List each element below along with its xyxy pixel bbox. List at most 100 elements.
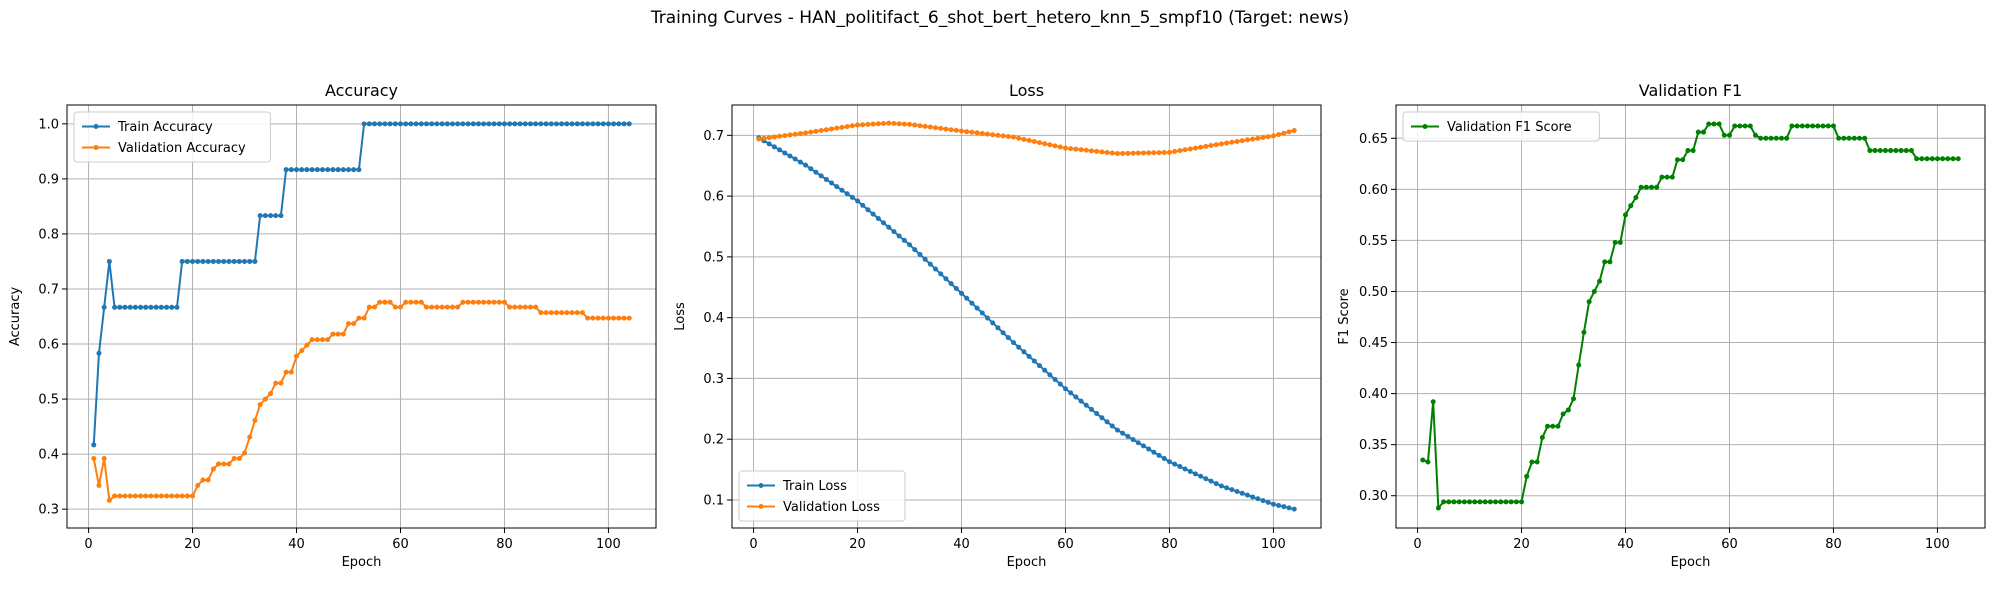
- data-point-validation-accuracy: [574, 310, 580, 316]
- data-point-train-loss: [1151, 449, 1157, 455]
- data-point-validation-accuracy: [169, 493, 175, 499]
- y-tick-label: 0.30: [1359, 489, 1388, 504]
- data-point-validation-loss: [1120, 150, 1126, 156]
- data-point-train-accuracy: [153, 304, 159, 310]
- data-point-validation-accuracy: [101, 456, 107, 462]
- legend: Train Loss Validation Loss: [738, 470, 906, 522]
- data-point-validation-f1-score: [1576, 362, 1582, 368]
- data-point-train-loss: [1218, 483, 1224, 489]
- data-point-validation-accuracy: [548, 310, 554, 316]
- data-point-train-loss: [1172, 461, 1178, 467]
- data-point-train-loss: [1068, 390, 1074, 396]
- data-point-validation-f1-score: [1498, 499, 1504, 505]
- data-point-train-accuracy: [460, 121, 466, 127]
- data-point-validation-f1-score: [1503, 499, 1509, 505]
- y-tick-label: 0.5: [38, 393, 59, 408]
- data-point-train-loss: [813, 169, 819, 175]
- data-point-train-loss: [792, 156, 798, 162]
- data-point-validation-loss: [1130, 150, 1136, 156]
- data-point-validation-loss: [990, 132, 996, 138]
- data-point-train-loss: [943, 276, 949, 282]
- x-tick-label: 60: [1721, 537, 1738, 552]
- data-point-train-accuracy: [299, 167, 305, 173]
- data-point-validation-loss: [1052, 143, 1058, 149]
- figure-title: Training Curves - HAN_politifact_6_shot_…: [650, 8, 1350, 28]
- data-point-train-loss: [1125, 433, 1131, 439]
- data-point-validation-f1-score: [1882, 148, 1888, 154]
- axes-frame: [731, 104, 1322, 529]
- data-point-validation-f1-score: [1784, 135, 1790, 141]
- data-point-validation-loss: [1011, 134, 1016, 140]
- data-point-train-loss: [1229, 487, 1235, 493]
- data-point-validation-accuracy: [257, 402, 263, 408]
- data-point-validation-f1-score: [1524, 473, 1530, 479]
- data-point-validation-f1-score: [1508, 499, 1514, 505]
- data-point-train-accuracy: [184, 258, 190, 264]
- data-point-validation-accuracy: [361, 315, 367, 321]
- data-point-train-accuracy: [106, 258, 112, 264]
- data-point-validation-accuracy: [377, 299, 383, 305]
- data-point-train-accuracy: [216, 258, 222, 264]
- data-point-validation-accuracy: [392, 304, 398, 310]
- data-point-validation-loss: [1047, 142, 1053, 148]
- y-tick-label: 0.5: [703, 250, 724, 265]
- data-point-validation-loss: [1109, 150, 1115, 156]
- y-tick-label: 0.55: [1359, 234, 1388, 249]
- data-point-validation-loss: [1099, 149, 1105, 155]
- data-point-train-accuracy: [507, 121, 513, 127]
- data-point-train-loss: [849, 194, 855, 200]
- data-point-train-loss: [1177, 464, 1183, 470]
- data-point-train-loss: [1182, 466, 1188, 472]
- data-point-validation-accuracy: [600, 315, 606, 321]
- data-point-validation-f1-score: [1435, 505, 1441, 511]
- legend-box: [73, 111, 271, 163]
- data-point-train-accuracy: [372, 121, 377, 127]
- data-point-validation-loss: [1276, 132, 1282, 138]
- data-point-train-accuracy: [429, 121, 435, 127]
- x-axis-label: Epoch: [1671, 555, 1711, 570]
- data-point-validation-f1-score: [1597, 278, 1603, 284]
- data-point-validation-accuracy: [325, 337, 331, 343]
- data-point-validation-accuracy: [351, 321, 357, 327]
- data-point-validation-accuracy: [106, 497, 112, 503]
- data-point-train-loss: [985, 315, 991, 321]
- data-point-train-loss: [1057, 381, 1063, 387]
- data-point-validation-accuracy: [174, 493, 180, 499]
- data-point-train-accuracy: [465, 121, 471, 127]
- data-point-train-loss: [969, 300, 975, 306]
- data-point-validation-f1-score: [1768, 135, 1774, 141]
- data-point-train-accuracy: [616, 121, 622, 127]
- data-point-validation-loss: [1088, 148, 1094, 154]
- data-point-validation-loss: [813, 128, 819, 134]
- data-point-train-loss: [875, 215, 881, 221]
- data-point-train-accuracy: [231, 258, 237, 264]
- data-point-train-accuracy: [481, 121, 487, 127]
- data-point-validation-accuracy: [512, 304, 518, 310]
- data-point-train-loss: [834, 184, 840, 190]
- data-point-train-loss: [1208, 478, 1214, 484]
- data-point-train-accuracy: [377, 121, 383, 127]
- data-point-validation-f1-score: [1940, 156, 1946, 162]
- data-point-train-accuracy: [501, 121, 507, 127]
- data-point-train-accuracy: [475, 121, 481, 127]
- data-point-validation-f1-score: [1830, 123, 1836, 129]
- data-point-validation-accuracy: [320, 337, 326, 343]
- data-point-validation-loss: [1057, 144, 1063, 150]
- legend: Validation F1 Score: [1402, 111, 1600, 142]
- data-point-validation-accuracy: [372, 304, 377, 310]
- data-point-validation-loss: [870, 121, 876, 127]
- data-point-train-accuracy: [553, 121, 559, 127]
- data-point-validation-accuracy: [486, 299, 492, 305]
- data-point-train-loss: [1166, 459, 1172, 465]
- data-point-validation-loss: [1151, 150, 1157, 156]
- data-point-validation-loss: [1291, 127, 1297, 133]
- data-point-train-loss: [912, 247, 918, 253]
- legend-marker-validation-accuracy: [93, 145, 99, 150]
- data-point-validation-accuracy: [460, 299, 466, 305]
- data-point-train-accuracy: [205, 258, 211, 264]
- data-point-validation-f1-score: [1654, 184, 1660, 190]
- series-line-train-loss: [758, 136, 1295, 511]
- data-point-train-loss: [808, 166, 814, 172]
- x-tick-label: 0: [84, 537, 92, 552]
- data-point-validation-f1-score: [1950, 156, 1956, 162]
